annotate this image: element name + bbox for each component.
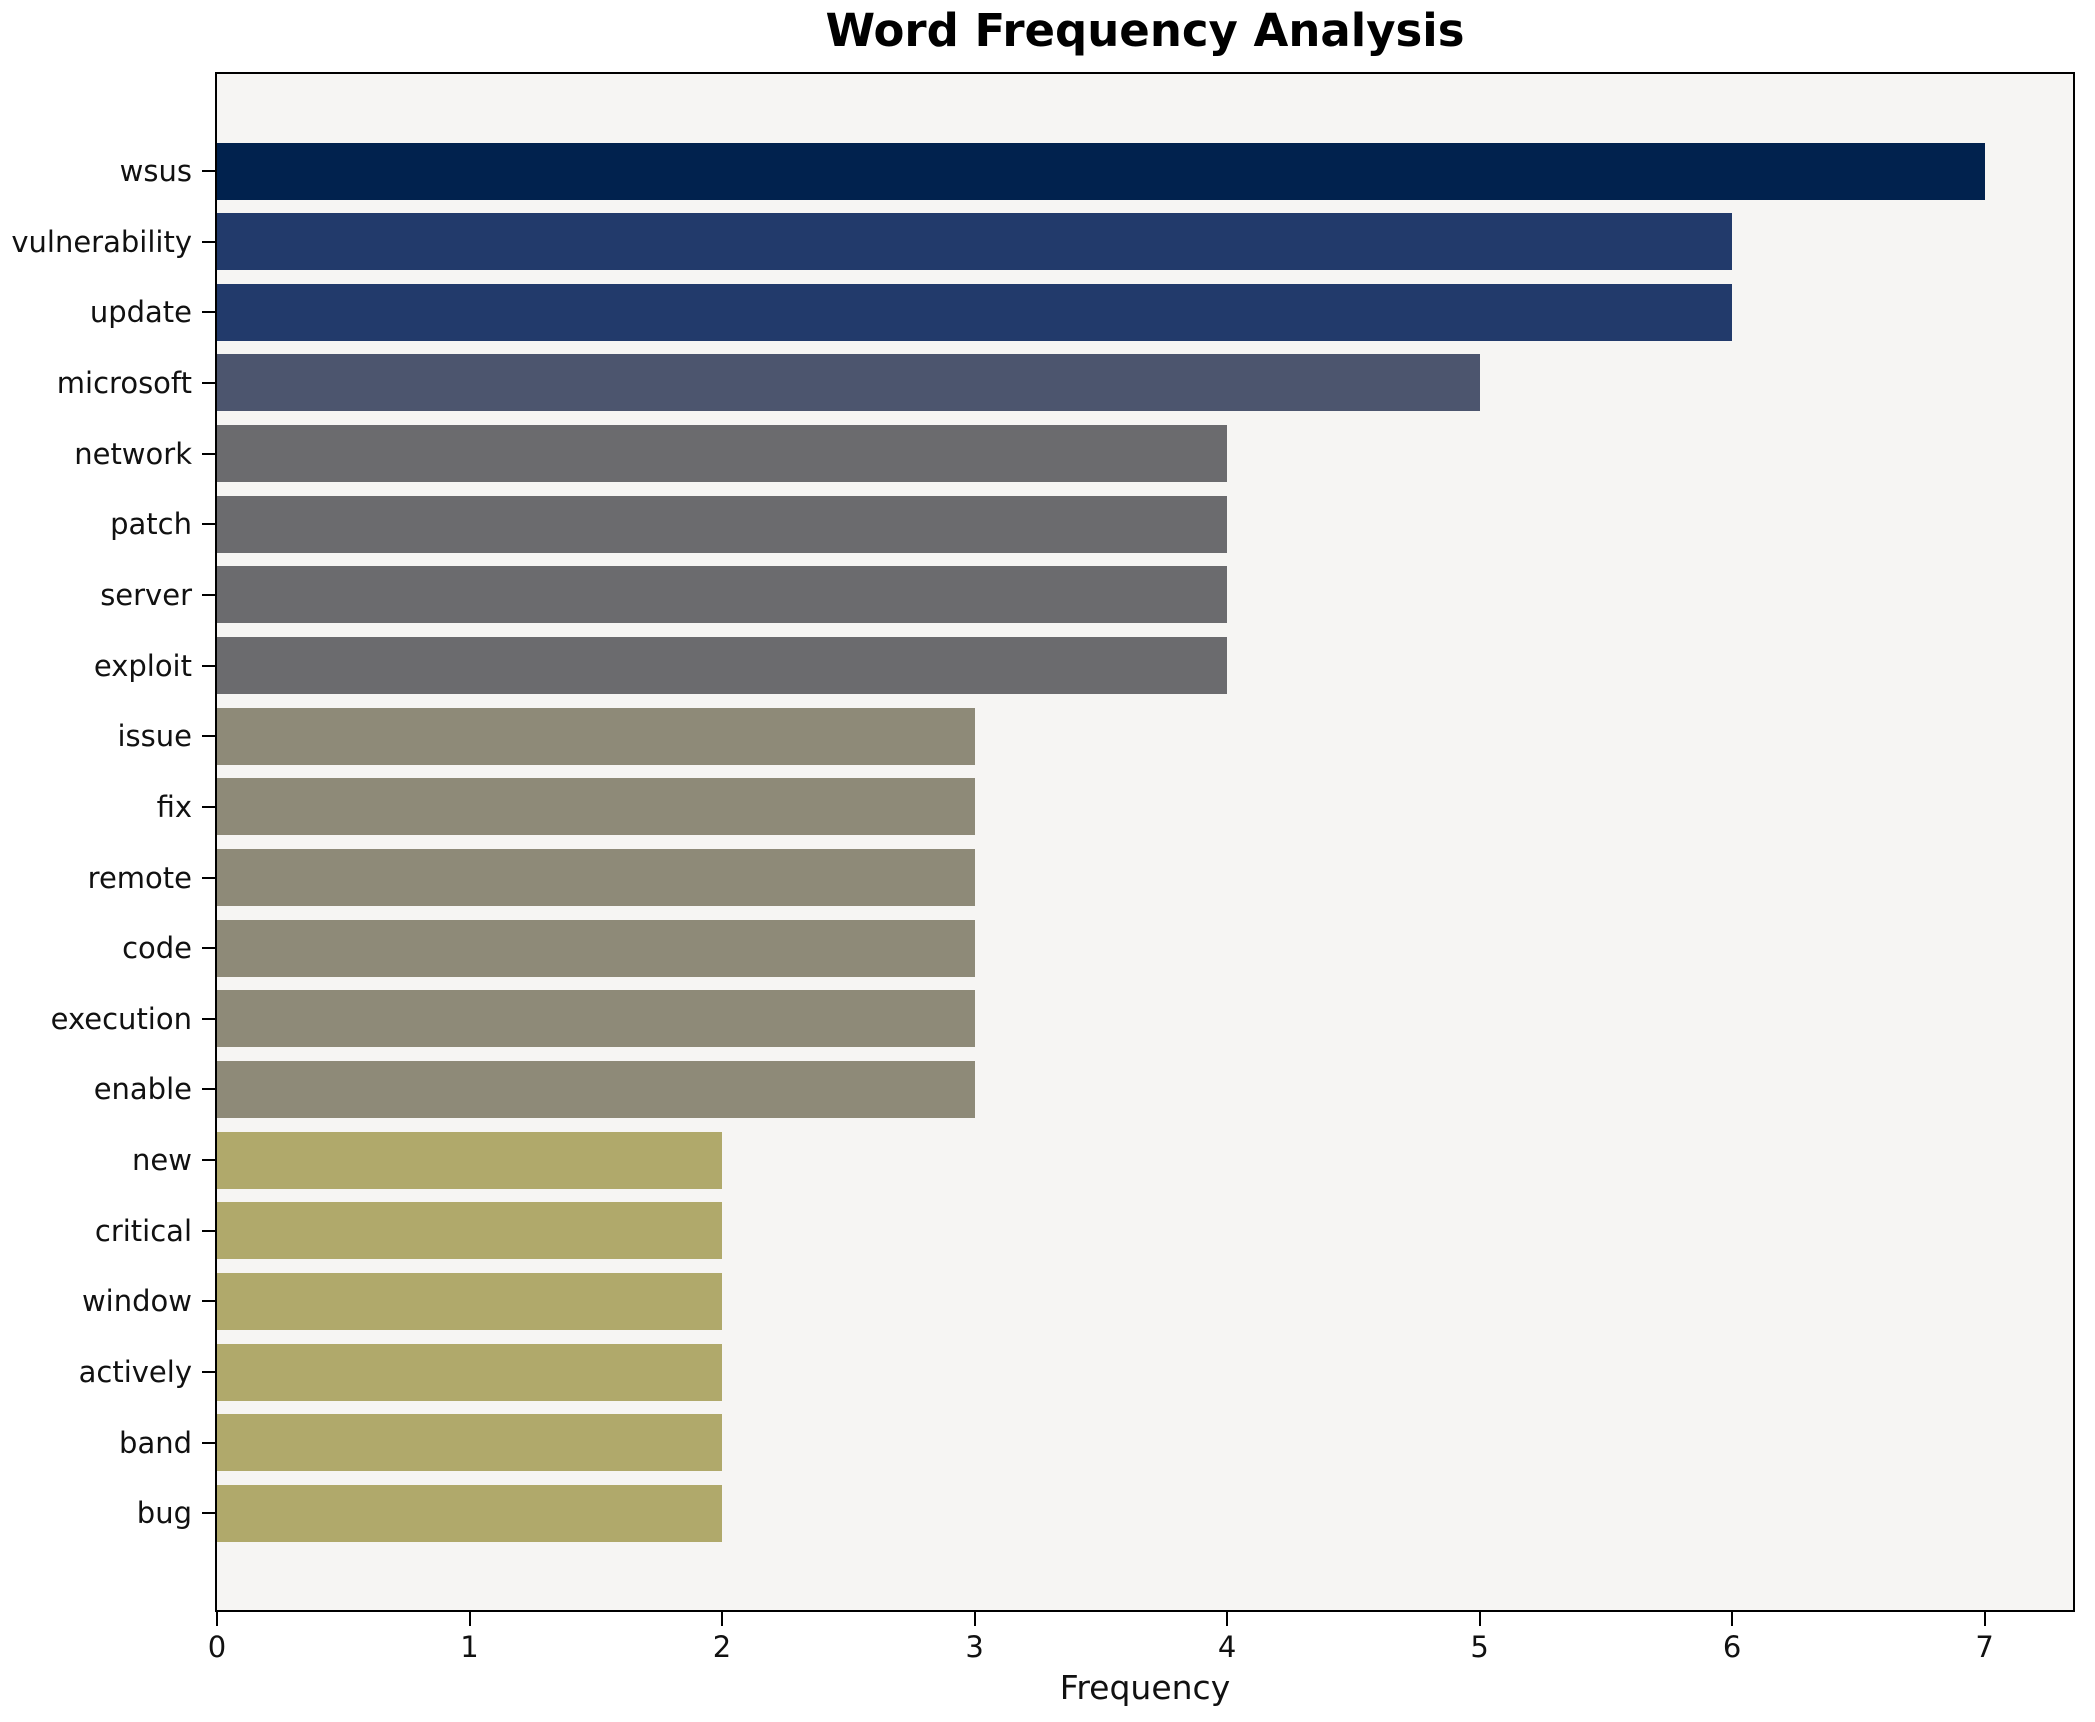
y-tick-label-actively: actively: [78, 1355, 192, 1390]
y-tick-label-issue: issue: [117, 719, 193, 754]
chart-title: Word Frequency Analysis: [825, 4, 1465, 57]
x-tick-label-2: 2: [712, 1630, 732, 1664]
y-tick-label-remote: remote: [87, 860, 192, 895]
bar-code: [217, 919, 975, 977]
y-tick-label-update: update: [89, 295, 192, 330]
y-tick-mark: [202, 170, 215, 172]
bar-remote: [217, 849, 975, 906]
x-tick-mark: [1731, 1612, 1734, 1626]
y-tick-mark: [202, 452, 215, 455]
y-tick-mark: [202, 1088, 215, 1091]
y-tick-label-wsus: wsus: [119, 154, 192, 188]
x-axis-label: Frequency: [1059, 1668, 1231, 1707]
x-tick-label-7: 7: [1975, 1630, 1994, 1664]
bar-network: [217, 425, 1228, 483]
x-tick-mark: [973, 1612, 976, 1626]
y-tick-mark: [202, 664, 215, 667]
y-tick-mark: [202, 1017, 215, 1020]
x-tick-mark: [216, 1612, 218, 1626]
y-tick-mark: [202, 381, 215, 384]
y-tick-mark: [202, 1512, 215, 1515]
bar-execution: [217, 990, 975, 1048]
y-tick-label-vulnerability: vulnerability: [11, 224, 192, 259]
y-tick-mark: [202, 1300, 215, 1303]
bar-update: [217, 283, 1733, 341]
y-tick-label-code: code: [122, 931, 192, 966]
y-tick-label-band: band: [119, 1425, 192, 1460]
bar-critical: [217, 1202, 723, 1260]
y-tick-label-network: network: [74, 436, 192, 471]
bar-actively: [217, 1343, 723, 1401]
y-tick-label-critical: critical: [94, 1213, 192, 1248]
y-tick-mark: [202, 735, 215, 738]
plot-area: [215, 72, 2075, 1612]
x-tick-label-0: 0: [207, 1630, 227, 1664]
bar-server: [217, 566, 1228, 624]
y-tick-label-exploit: exploit: [93, 648, 192, 683]
bar-new: [217, 1131, 723, 1189]
y-tick-label-bug: bug: [136, 1496, 192, 1531]
bar-bug: [217, 1484, 723, 1542]
y-tick-mark: [202, 876, 215, 879]
y-tick-mark: [202, 1159, 215, 1162]
y-tick-label-fix: fix: [156, 789, 192, 824]
y-tick-label-execution: execution: [50, 1001, 192, 1036]
bar-band: [217, 1414, 723, 1472]
y-tick-mark: [202, 1371, 215, 1374]
x-tick-mark: [1983, 1612, 1986, 1626]
x-tick-label-1: 1: [460, 1630, 479, 1664]
bar-exploit: [217, 637, 1228, 695]
y-tick-label-window: window: [81, 1284, 192, 1319]
bar-vulnerability: [217, 213, 1733, 271]
x-tick-label-6: 6: [1722, 1630, 1742, 1664]
bar-issue: [217, 707, 975, 765]
y-tick-label-enable: enable: [93, 1072, 192, 1107]
x-tick-mark: [468, 1612, 471, 1626]
x-tick-label-4: 4: [1217, 1630, 1237, 1664]
x-tick-label-5: 5: [1470, 1630, 1489, 1664]
y-tick-label-microsoft: microsoft: [56, 365, 192, 400]
y-tick-mark: [202, 523, 215, 526]
bar-window: [217, 1272, 723, 1330]
x-tick-mark: [1226, 1612, 1229, 1626]
bar-fix: [217, 778, 975, 836]
x-tick-mark: [1478, 1612, 1481, 1626]
bar-wsus: [217, 142, 1985, 200]
bar-patch: [217, 495, 1228, 553]
bar-enable: [217, 1060, 975, 1118]
y-tick-label-server: server: [100, 577, 192, 612]
y-tick-mark: [202, 805, 215, 808]
x-tick-label-3: 3: [965, 1630, 984, 1664]
y-tick-mark: [202, 240, 215, 243]
y-tick-mark: [202, 1441, 215, 1444]
y-tick-mark: [202, 593, 215, 596]
y-tick-mark: [202, 947, 215, 950]
y-tick-mark: [202, 1229, 215, 1232]
y-tick-label-patch: patch: [110, 507, 192, 542]
bar-microsoft: [217, 354, 1480, 412]
y-tick-label-new: new: [132, 1143, 192, 1178]
y-tick-mark: [202, 311, 215, 314]
x-tick-mark: [721, 1612, 724, 1626]
